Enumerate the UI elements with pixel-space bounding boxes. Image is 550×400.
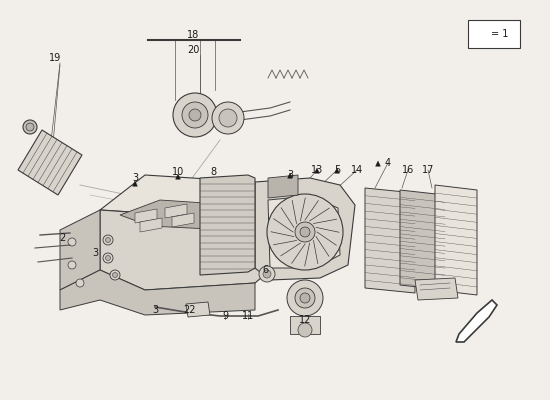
Polygon shape	[290, 316, 320, 334]
Text: 19: 19	[49, 53, 61, 63]
Polygon shape	[334, 168, 339, 173]
Polygon shape	[186, 302, 210, 317]
Polygon shape	[456, 300, 497, 342]
Circle shape	[106, 238, 111, 242]
Text: 9: 9	[222, 311, 228, 321]
Polygon shape	[477, 29, 483, 36]
Polygon shape	[415, 278, 458, 300]
Circle shape	[189, 109, 201, 121]
Circle shape	[173, 93, 217, 137]
Polygon shape	[268, 196, 340, 268]
Circle shape	[76, 279, 84, 287]
Circle shape	[287, 280, 323, 316]
Circle shape	[106, 256, 111, 260]
Polygon shape	[175, 174, 180, 179]
Text: 3: 3	[132, 173, 138, 183]
Circle shape	[110, 270, 120, 280]
Polygon shape	[135, 209, 157, 223]
Circle shape	[113, 272, 118, 278]
Text: 5: 5	[334, 165, 340, 175]
Polygon shape	[255, 178, 355, 280]
Text: 17: 17	[422, 165, 434, 175]
Polygon shape	[172, 213, 194, 227]
Text: 16: 16	[402, 165, 414, 175]
Polygon shape	[208, 110, 218, 124]
Circle shape	[68, 261, 76, 269]
FancyBboxPatch shape	[468, 20, 520, 48]
Text: 18: 18	[187, 30, 199, 40]
Polygon shape	[140, 218, 162, 232]
Circle shape	[267, 194, 343, 270]
Polygon shape	[200, 175, 255, 275]
Text: 20: 20	[187, 45, 199, 55]
Polygon shape	[435, 185, 477, 295]
Circle shape	[103, 253, 113, 263]
Polygon shape	[376, 161, 381, 166]
Text: 3: 3	[92, 248, 98, 258]
Polygon shape	[165, 204, 187, 218]
Text: 3: 3	[152, 305, 158, 315]
Circle shape	[295, 288, 315, 308]
Text: 12: 12	[299, 315, 311, 325]
Circle shape	[212, 102, 244, 134]
Text: 10: 10	[172, 167, 184, 177]
Circle shape	[182, 102, 208, 128]
Text: = 1: = 1	[491, 29, 509, 39]
Circle shape	[298, 323, 312, 337]
Circle shape	[300, 293, 310, 303]
Text: 13: 13	[311, 165, 323, 175]
Text: 6: 6	[262, 265, 268, 275]
Circle shape	[23, 120, 37, 134]
Circle shape	[263, 270, 271, 278]
Polygon shape	[100, 200, 280, 290]
Text: 3: 3	[287, 170, 293, 180]
Polygon shape	[18, 130, 82, 195]
Circle shape	[68, 238, 76, 246]
Polygon shape	[365, 188, 415, 293]
Polygon shape	[100, 175, 280, 220]
Polygon shape	[133, 181, 138, 186]
Circle shape	[259, 266, 275, 282]
Circle shape	[26, 123, 34, 131]
Text: 2: 2	[59, 233, 65, 243]
Polygon shape	[268, 175, 298, 198]
Circle shape	[295, 222, 315, 242]
Polygon shape	[315, 168, 320, 173]
Text: 8: 8	[210, 167, 216, 177]
Polygon shape	[175, 108, 185, 122]
Text: 22: 22	[184, 305, 196, 315]
Polygon shape	[120, 200, 255, 230]
Text: 14: 14	[351, 165, 363, 175]
Polygon shape	[60, 270, 255, 315]
Polygon shape	[288, 173, 293, 178]
Circle shape	[219, 109, 237, 127]
Polygon shape	[60, 210, 100, 290]
Polygon shape	[400, 190, 445, 290]
Text: 11: 11	[242, 311, 254, 321]
Text: 4: 4	[385, 158, 391, 168]
Circle shape	[103, 235, 113, 245]
Circle shape	[300, 227, 310, 237]
